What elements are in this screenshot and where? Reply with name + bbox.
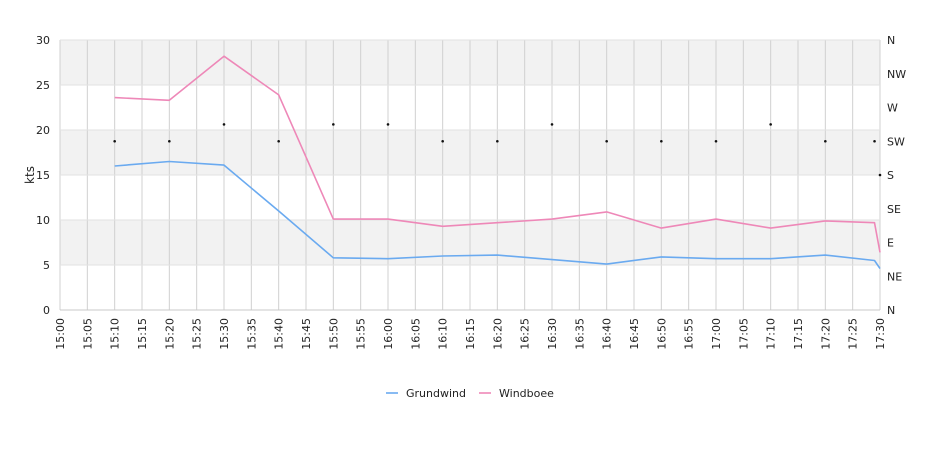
series-lines: [114, 55, 881, 270]
x-tick-label: 16:20: [491, 318, 504, 350]
y-tick-label: 20: [36, 124, 50, 137]
x-tick-label: 16:50: [655, 318, 668, 350]
x-tick-label: 15:00: [54, 318, 67, 350]
legend: Grundwind Windboee: [386, 387, 554, 400]
x-tick-label: 17:00: [710, 318, 723, 350]
x-tick-label: 15:30: [218, 318, 231, 350]
direction-marker: [550, 123, 554, 126]
x-tick-label: 15:45: [300, 318, 313, 350]
x-tick-label: 17:10: [765, 318, 778, 350]
direction-marker: [878, 173, 882, 177]
x-tick-label: 15:25: [191, 318, 204, 350]
x-tick-label: 16:35: [573, 318, 586, 350]
y-tick-label: 15: [36, 169, 50, 182]
right-axis-direction-ticks: N NE E SE S SW W NW N: [887, 34, 906, 317]
direction-marker: [714, 139, 718, 143]
direction-marker: [113, 139, 116, 143]
direction-tick-label: N: [887, 34, 895, 47]
x-tick-label: 16:10: [437, 318, 450, 350]
direction-tick-label: E: [887, 237, 894, 250]
direction-marker: [605, 139, 608, 143]
y-tick-label: 25: [36, 79, 50, 92]
direction-marker: [386, 123, 390, 126]
x-tick-label: 15:05: [81, 318, 94, 350]
y-tick-label: 10: [36, 214, 50, 227]
x-tick-label: 16:00: [382, 318, 395, 350]
x-tick-label: 16:25: [519, 318, 532, 350]
x-tick-label: 16:40: [601, 318, 614, 350]
legend-label-grundwind: Grundwind: [406, 387, 466, 400]
y-axis-ticks: 0 5 10 15 20 25 30: [36, 34, 50, 317]
direction-marker: [660, 139, 663, 143]
x-tick-label: 15:10: [109, 318, 122, 350]
direction-tick-label: SW: [887, 135, 905, 148]
legend-label-windboee: Windboee: [499, 387, 554, 400]
direction-marker: [168, 139, 171, 143]
x-tick-label: 16:30: [546, 318, 559, 350]
x-tick-label: 15:15: [136, 318, 149, 350]
direction-tick-label: W: [887, 102, 898, 115]
direction-marker: [769, 123, 772, 126]
x-tick-label: 15:55: [355, 318, 368, 350]
x-tick-label: 16:15: [464, 318, 477, 350]
series-line-grundwind: [114, 160, 881, 270]
direction-marker: [873, 139, 876, 143]
y-tick-label: 5: [43, 259, 50, 272]
x-tick-label: 16:55: [683, 318, 696, 350]
y-axis-label: kts: [23, 166, 37, 184]
direction-marker: [496, 139, 499, 143]
direction-marker: [441, 139, 444, 143]
x-tick-label: 17:25: [847, 318, 860, 350]
direction-marker: [222, 123, 226, 126]
y-tick-label: 30: [36, 34, 50, 47]
x-tick-label: 17:30: [874, 318, 887, 350]
series-line-windboee: [114, 55, 881, 253]
x-tick-label: 17:15: [792, 318, 805, 350]
x-tick-label: 17:05: [737, 318, 750, 350]
direction-tick-label: NW: [887, 68, 906, 81]
direction-markers: [113, 123, 882, 177]
direction-tick-label: SE: [887, 203, 901, 216]
direction-tick-label: NE: [887, 270, 902, 283]
x-axis-ticks: 15:00 15:05 15:10 15:15 15:20 15:25 15:30 15:35…: [54, 318, 887, 350]
direction-marker: [332, 123, 335, 126]
x-tick-label: 15:40: [273, 318, 286, 350]
x-tick-label: 15:50: [327, 318, 340, 350]
direction-marker: [824, 139, 827, 143]
direction-tick-label: S: [887, 169, 894, 182]
x-tick-label: 16:05: [409, 318, 422, 350]
x-tick-label: 15:35: [245, 318, 258, 350]
x-tick-label: 17:20: [819, 318, 832, 350]
x-tick-label: 16:45: [628, 318, 641, 350]
direction-marker: [277, 139, 280, 143]
y-tick-label: 0: [43, 304, 50, 317]
horizontal-gridlines: [60, 39, 880, 311]
direction-tick-label: N: [887, 304, 895, 317]
x-tick-label: 15:20: [163, 318, 176, 350]
